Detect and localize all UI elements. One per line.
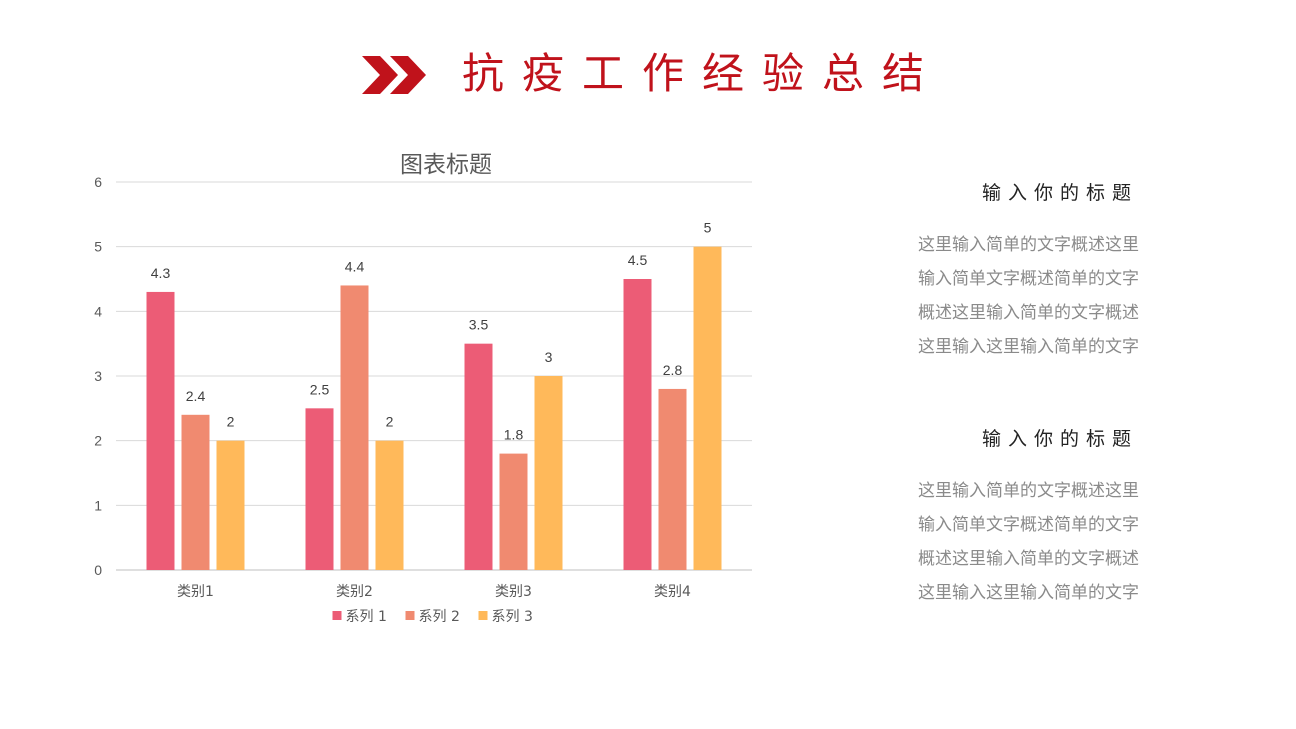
section-title: 输入你的标题	[981, 428, 1138, 450]
data-label: 4.5	[628, 252, 648, 268]
y-tick-label: 5	[94, 239, 102, 255]
bar	[499, 453, 528, 570]
data-label: 4.3	[151, 265, 171, 281]
data-label: 2	[227, 414, 235, 430]
section-title: 输入你的标题	[981, 182, 1138, 204]
data-label: 1.8	[504, 427, 524, 443]
bar	[181, 414, 210, 570]
bar	[658, 388, 687, 570]
x-tick-label: 类别2	[336, 584, 373, 600]
y-tick-label: 3	[94, 368, 102, 384]
data-label: 2.4	[186, 388, 206, 404]
legend-swatch	[405, 611, 415, 620]
bar-chart: 图表标题 0 1 2 3 4 5 6 4.3 2.4 2 类别1 2.5 4.4 2 类别2 3.5 1.8 3 类别…	[94, 152, 752, 625]
text-section-1: 输入你的标题 这里输入简单的文字概述这里 输入简单文字概述简单的文字 概述这里输…	[918, 180, 1168, 364]
chart-title: 图表标题	[400, 152, 492, 178]
bar	[146, 291, 175, 570]
data-label: 2	[386, 414, 394, 430]
legend-swatch	[478, 611, 488, 620]
bar	[464, 343, 493, 570]
bar	[375, 440, 404, 570]
data-label: 2.5	[310, 381, 330, 397]
legend-label: 系列 2	[419, 609, 460, 625]
bar	[305, 408, 334, 570]
y-tick-label: 2	[94, 433, 102, 449]
y-tick-label: 4	[94, 303, 102, 319]
y-tick-label: 6	[94, 174, 102, 190]
bar	[534, 376, 563, 570]
bar	[340, 285, 369, 570]
data-label: 3.5	[469, 317, 489, 333]
section-body: 这里输入简单的文字概述这里 输入简单文字概述简单的文字 概述这里输入简单的文字概…	[918, 235, 1139, 357]
x-tick-label: 类别3	[495, 584, 532, 600]
bar	[623, 279, 652, 570]
page-title: 抗疫工作经验总结	[462, 49, 943, 98]
legend-swatch	[332, 611, 342, 620]
data-label: 4.4	[345, 258, 365, 274]
bar	[216, 440, 245, 570]
y-tick-label: 1	[94, 497, 102, 513]
y-tick-label: 0	[94, 562, 102, 578]
legend-label: 系列 1	[346, 609, 387, 625]
section-body: 这里输入简单的文字概述这里 输入简单文字概述简单的文字 概述这里输入简单的文字概…	[918, 481, 1139, 603]
legend-label: 系列 3	[492, 609, 533, 625]
text-section-2: 输入你的标题 这里输入简单的文字概述这里 输入简单文字概述简单的文字 概述这里输…	[918, 426, 1168, 610]
data-label: 5	[704, 220, 712, 236]
double-chevron-right-icon	[362, 56, 426, 94]
header: 抗疫工作经验总结	[0, 44, 1296, 104]
data-label: 3	[545, 349, 553, 365]
bar	[693, 246, 722, 570]
x-tick-label: 类别1	[177, 584, 214, 600]
x-tick-label: 类别4	[654, 584, 691, 600]
data-label: 2.8	[663, 362, 683, 378]
